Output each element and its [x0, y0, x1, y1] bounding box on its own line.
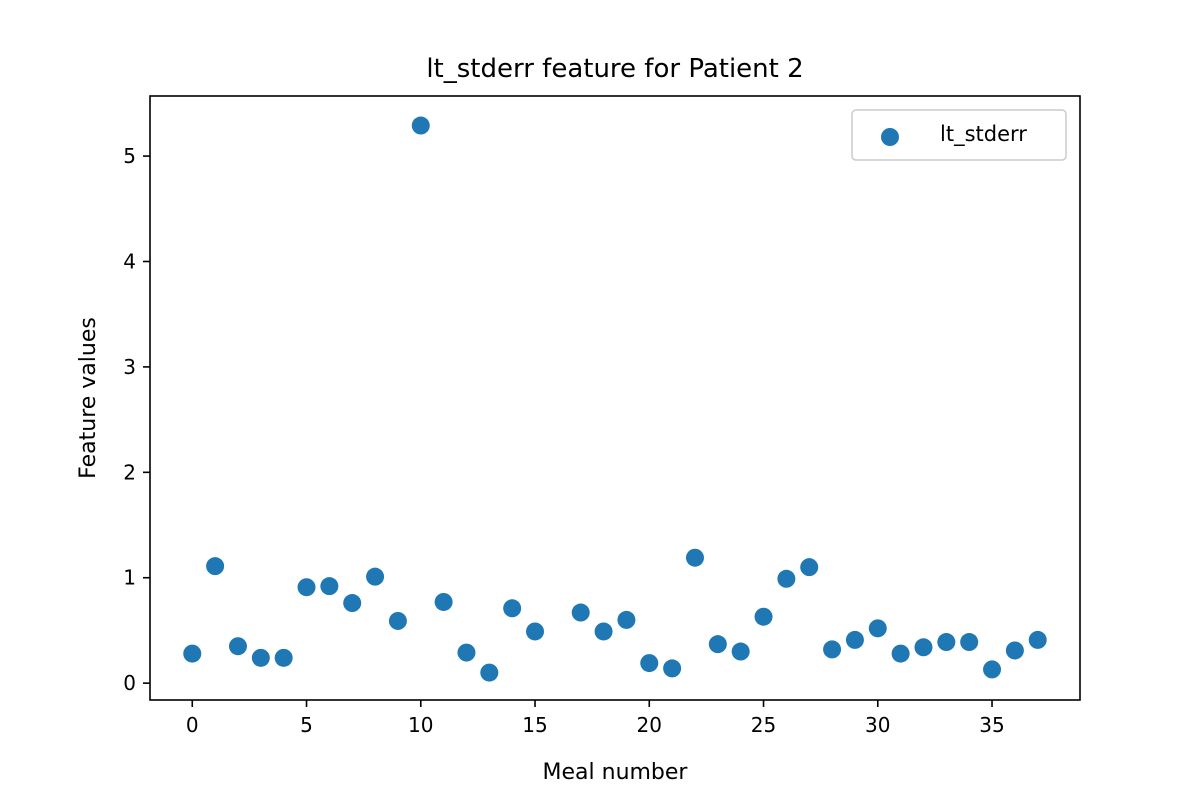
- plot-area: [183, 116, 1047, 682]
- data-point: [914, 638, 933, 657]
- data-point: [343, 594, 362, 613]
- y-tick-label: 1: [123, 566, 136, 590]
- data-point: [800, 558, 819, 577]
- y-tick-label: 3: [123, 355, 136, 379]
- data-point: [206, 557, 225, 576]
- x-tick-label: 15: [522, 713, 547, 737]
- data-point: [388, 611, 407, 630]
- legend-marker: [881, 128, 899, 146]
- data-point: [663, 659, 682, 678]
- data-point: [617, 610, 636, 629]
- y-axis-label: Feature values: [76, 317, 101, 479]
- x-tick-label: 5: [300, 713, 313, 737]
- data-point: [891, 644, 910, 663]
- data-point: [731, 642, 750, 661]
- data-point: [823, 640, 842, 659]
- legend: lt_stderr: [851, 109, 1067, 161]
- data-point: [937, 633, 956, 652]
- y-tick-label: 5: [123, 144, 136, 168]
- data-point: [457, 643, 476, 662]
- x-tick-label: 10: [408, 713, 433, 737]
- legend-label: lt_stderr: [940, 122, 1027, 147]
- data-point: [845, 630, 864, 649]
- data-point: [411, 116, 430, 135]
- data-point: [571, 603, 590, 622]
- data-point: [274, 648, 293, 667]
- data-point: [320, 577, 339, 596]
- data-point: [503, 599, 522, 618]
- data-point: [960, 633, 979, 652]
- data-point: [1028, 630, 1047, 649]
- data-point: [983, 660, 1002, 679]
- data-point: [594, 622, 613, 641]
- y-tick-label: 0: [123, 671, 136, 695]
- data-point: [640, 654, 659, 673]
- data-point: [251, 648, 270, 667]
- data-point: [685, 548, 704, 567]
- data-point: [708, 635, 727, 654]
- data-point: [754, 607, 773, 626]
- x-axis-label: Meal number: [543, 760, 689, 785]
- data-point: [183, 644, 202, 663]
- data-point: [777, 569, 796, 588]
- y-tick-label: 4: [123, 249, 136, 273]
- axes-frame: [149, 95, 1081, 701]
- data-point: [480, 663, 499, 682]
- data-point: [434, 592, 453, 611]
- x-tick-label: 0: [186, 713, 199, 737]
- data-point: [1005, 641, 1024, 660]
- data-point: [868, 619, 887, 638]
- data-point: [297, 578, 316, 597]
- x-axis-ticks: 0 5 10 15 20 25 30 35: [186, 700, 1005, 737]
- chart-title: lt_stderr feature for Patient 2: [426, 54, 803, 84]
- x-tick-label: 20: [637, 713, 662, 737]
- legend-box: [851, 109, 1067, 161]
- y-tick-label: 2: [123, 460, 136, 484]
- x-tick-label: 35: [979, 713, 1004, 737]
- data-point: [366, 567, 385, 586]
- data-point: [526, 622, 545, 641]
- x-tick-label: 30: [865, 713, 890, 737]
- x-tick-label: 25: [751, 713, 776, 737]
- data-point: [228, 637, 247, 656]
- y-axis-ticks: 0 1 2 3 4 5: [123, 144, 150, 695]
